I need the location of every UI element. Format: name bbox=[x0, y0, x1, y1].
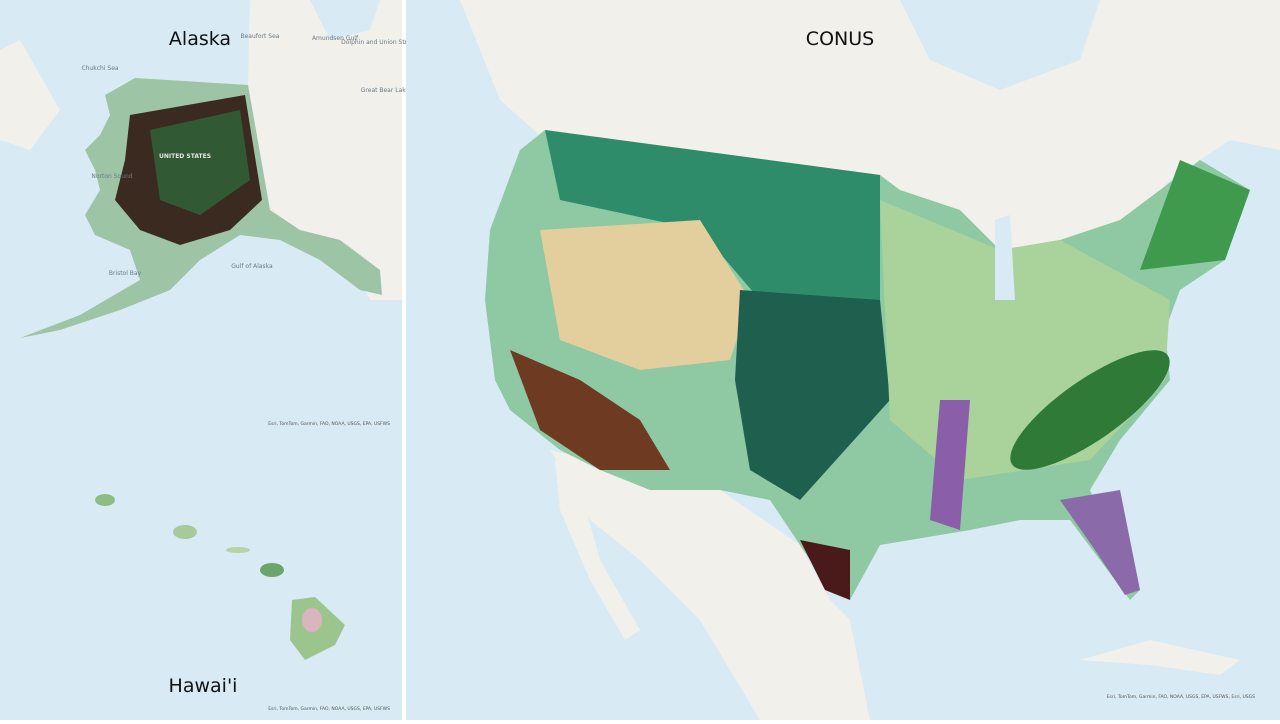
island bbox=[95, 494, 115, 506]
island bbox=[226, 547, 250, 553]
amundsen-gulf bbox=[310, 0, 380, 40]
hudson-bay bbox=[900, 0, 1100, 90]
mississippi-delta bbox=[930, 400, 970, 530]
place-label: Norton Sound bbox=[91, 173, 132, 180]
southwest bbox=[510, 350, 670, 470]
place-label: Beaufort Sea bbox=[241, 33, 280, 40]
place-label: Chukchi Sea bbox=[81, 65, 118, 72]
canada-land bbox=[460, 0, 1280, 300]
alaska-forest-green bbox=[150, 110, 250, 215]
great-basin bbox=[540, 220, 750, 370]
florida bbox=[1060, 490, 1140, 595]
attribution: Esri, TomTom, Garmin, FAO, NOAA, USGS, E… bbox=[268, 706, 390, 712]
mexico-land bbox=[550, 450, 870, 720]
attribution: Esri, TomTom, Garmin, FAO, NOAA, USGS, E… bbox=[268, 421, 390, 427]
russia-land bbox=[0, 40, 60, 150]
island bbox=[260, 563, 284, 577]
place-label: Bristol Bay bbox=[109, 270, 142, 277]
appalachians bbox=[1010, 350, 1170, 470]
place-label: Great Bear Lake bbox=[361, 87, 410, 94]
divider bbox=[402, 0, 406, 720]
place-label: Dolphin and Union Strait bbox=[341, 39, 415, 46]
attribution: Esri, TomTom, Garmin, FAO, NOAA, USGS, E… bbox=[1107, 694, 1255, 700]
place-label: Amundsen Gulf bbox=[312, 35, 359, 42]
northern-plains bbox=[545, 130, 880, 300]
baja-land bbox=[555, 460, 640, 640]
central-plains bbox=[735, 290, 890, 500]
lake-michigan bbox=[995, 215, 1015, 300]
island-summit bbox=[302, 608, 322, 632]
panel-title: Alaska bbox=[169, 28, 231, 50]
place-label: Gulf of Alaska bbox=[231, 263, 273, 270]
canada-land bbox=[248, 0, 402, 300]
place-label: UNITED STATES bbox=[159, 153, 211, 160]
cuba-land bbox=[1080, 640, 1240, 675]
new-england bbox=[1140, 160, 1250, 270]
panel-title: Hawai'i bbox=[169, 675, 238, 697]
panel-title: CONUS bbox=[806, 28, 874, 50]
island bbox=[173, 525, 197, 539]
south-texas bbox=[800, 540, 850, 600]
